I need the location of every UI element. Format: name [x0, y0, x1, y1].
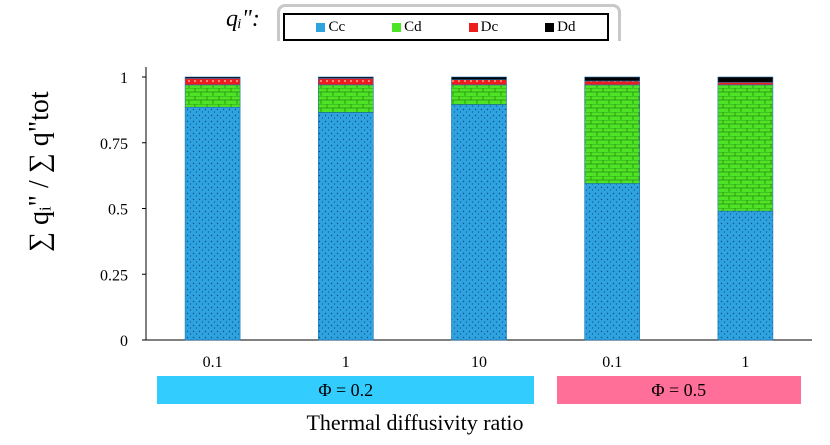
legend-label: Cc: [328, 18, 346, 35]
bar-segment-dc: [717, 81, 774, 86]
bar-segment-dd: [717, 76, 774, 83]
bar-segment-dc: [451, 79, 507, 86]
bar-segment-cd: [451, 84, 507, 105]
legend-swatch: [468, 22, 478, 32]
x-tick-label: 0.1: [602, 354, 622, 371]
y-tick-label: 0.5: [108, 202, 128, 219]
bar-segment-cd: [184, 84, 241, 108]
x-tick-label: 10: [471, 354, 487, 371]
bar-segment-dc: [184, 78, 241, 86]
bar-segment-dd: [584, 76, 641, 82]
legend-swatch: [316, 22, 326, 32]
x-tick-label: 0.1: [203, 354, 223, 371]
group-label: Φ = 0.5: [556, 376, 801, 404]
legend-item-dc: Dc: [468, 18, 499, 36]
bar-segment-cc: [584, 183, 641, 341]
legend-label: Cd: [404, 18, 422, 35]
x-tick-label: 1: [741, 354, 749, 371]
bars: [184, 76, 774, 341]
bar-segment-dd: [451, 76, 507, 80]
group-label: Φ = 0.2: [157, 376, 535, 404]
bar-segment-dc: [584, 80, 641, 86]
legend-item-cc: Cc: [316, 19, 345, 36]
legend-title: qᵢ":: [226, 6, 260, 32]
legend-item-cd: Cd: [392, 19, 422, 36]
legend-swatch: [545, 22, 555, 32]
bar-segment-dd: [184, 76, 241, 79]
y-tick-label: 1: [120, 70, 128, 87]
legend-shadow: [277, 4, 621, 41]
bar-segment-cd: [317, 84, 374, 113]
x-tick-label: 1: [342, 354, 350, 371]
bar-segment-cc: [184, 106, 241, 341]
y-tick-label: 0.25: [100, 267, 128, 284]
bar-segment-cc: [451, 104, 507, 341]
legend-label: Dc: [480, 18, 499, 35]
bar-segment-dd: [317, 76, 374, 79]
bar-segment-cc: [317, 112, 374, 341]
legend-swatch: [392, 22, 402, 32]
legend-item-dd: Dd: [545, 19, 575, 36]
y-axis-label: ∑ qᵢ" / ∑ q"tot: [24, 91, 55, 252]
bar-segment-cc: [717, 210, 774, 341]
tick-labels: 0 0.25 0.5 0.75 1 0.1 1 10 0.1 1: [100, 70, 749, 371]
legend-label: Dd: [557, 18, 576, 35]
bar-segment-dc: [317, 78, 374, 86]
legend: Cc Cd Dc Dd: [283, 13, 609, 41]
bar-segment-cd: [717, 84, 774, 212]
y-tick-label: 0.75: [100, 136, 128, 153]
y-tick-label: 0: [120, 333, 128, 350]
x-axis-label: Thermal diffusivity ratio: [306, 410, 524, 435]
bar-segment-cd: [584, 84, 641, 184]
